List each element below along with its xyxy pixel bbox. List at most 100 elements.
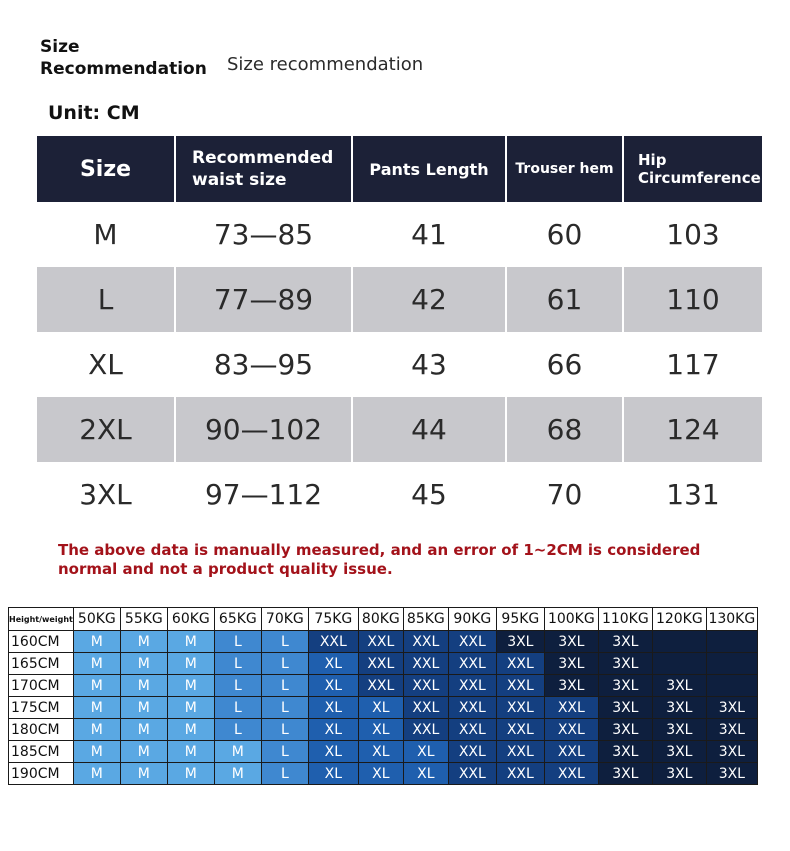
grid-cell: XXL [447, 652, 497, 675]
size-row: M 73—85 41 60 103 [35, 202, 764, 267]
title-line-2: Recommendation [40, 59, 207, 79]
size-row: 3XL 97—112 45 70 131 [35, 462, 764, 527]
header-size: Size [35, 136, 176, 202]
weight-header: 55KG [119, 607, 168, 631]
height-label: 170CM [8, 674, 74, 697]
grid-cell: XXL [495, 652, 545, 675]
pants-length-cell: 43 [351, 332, 507, 397]
waist-cell: 97—112 [174, 462, 353, 527]
pants-length-cell: 44 [351, 397, 507, 462]
grid-cell: XXL [402, 630, 449, 653]
grid-cell: M [72, 674, 121, 697]
weight-header: 70KG [260, 607, 309, 631]
grid-cell: L [213, 674, 262, 697]
grid-cell: XXL [357, 630, 404, 653]
weight-header: 60KG [166, 607, 215, 631]
grid-cell: 3XL [597, 762, 653, 785]
height-weight-grid: Height/weight 50KG 55KG 60KG 65KG 70KG 75KG 80K… [8, 607, 758, 785]
grid-cell: XL [307, 652, 359, 675]
grid-cell: XXL [495, 718, 545, 741]
size-chart-table: Size Recommended waist size Pants Length… [35, 136, 764, 527]
header-trouser-hem: Trouser hem [505, 136, 624, 202]
grid-cell: XXL [357, 674, 404, 697]
grid-cell: L [260, 762, 309, 785]
grid-cell: XXL [495, 696, 545, 719]
size-chart-header-row: Size Recommended waist size Pants Length… [35, 136, 764, 202]
grid-cell: XXL [402, 718, 449, 741]
hip-cell: 131 [622, 462, 764, 527]
grid-cell: 3XL [705, 740, 758, 763]
grid-cell: XL [307, 740, 359, 763]
grid-cell: M [72, 652, 121, 675]
grid-cell: 3XL [651, 740, 707, 763]
height-label: 190CM [8, 762, 74, 785]
weight-header: 75KG [307, 607, 359, 631]
grid-cell: L [213, 718, 262, 741]
trouser-hem-cell: 60 [505, 202, 624, 267]
grid-cell: M [213, 762, 262, 785]
grid-cell: L [260, 630, 309, 653]
trouser-hem-cell: 68 [505, 397, 624, 462]
page-subtitle: Size recommendation [227, 54, 424, 75]
grid-cell: L [213, 652, 262, 675]
grid-cell: XXL [495, 762, 545, 785]
grid-cell: M [119, 718, 168, 741]
grid-cell: M [166, 762, 215, 785]
grid-cell: M [119, 696, 168, 719]
hip-cell: 124 [622, 397, 764, 462]
grid-cell: M [166, 630, 215, 653]
weight-header: 90KG [447, 607, 497, 631]
grid-cell: XXL [447, 674, 497, 697]
grid-cell: 3XL [597, 652, 653, 675]
title-line-1: Size [40, 37, 80, 57]
pants-length-cell: 41 [351, 202, 507, 267]
height-label: 185CM [8, 740, 74, 763]
grid-cell: 3XL [597, 630, 653, 653]
grid-cell [705, 652, 758, 675]
grid-cell: M [72, 696, 121, 719]
grid-cell: XXL [402, 696, 449, 719]
grid-cell: 3XL [543, 630, 599, 653]
pants-length-cell: 45 [351, 462, 507, 527]
size-row: XL 83—95 43 66 117 [35, 332, 764, 397]
grid-cell: XXL [307, 630, 359, 653]
grid-cell: XL [307, 696, 359, 719]
grid-cell: M [166, 696, 215, 719]
grid-cell: 3XL [705, 718, 758, 741]
grid-cell: 3XL [543, 674, 599, 697]
grid-cell: XL [307, 718, 359, 741]
grid-cell: XL [307, 674, 359, 697]
size-row: 2XL 90—102 44 68 124 [35, 397, 764, 462]
grid-cell: L [213, 630, 262, 653]
grid-cell: 3XL [543, 652, 599, 675]
size-cell: XL [35, 332, 176, 397]
grid-cell: XXL [447, 696, 497, 719]
header-hip: Hip Circumference [622, 136, 764, 202]
height-label: 175CM [8, 696, 74, 719]
grid-cell: XL [357, 740, 404, 763]
trouser-hem-cell: 61 [505, 267, 624, 332]
weight-header: 65KG [213, 607, 262, 631]
grid-row: 180CM M M M L L XL XL XXL XXL XXL XXL 3XL 3XL 3XL [8, 718, 758, 741]
size-cell: 2XL [35, 397, 176, 462]
grid-cell [651, 630, 707, 653]
grid-cell: L [260, 718, 309, 741]
grid-cell: XXL [357, 652, 404, 675]
waist-cell: 90—102 [174, 397, 353, 462]
grid-cell: XL [357, 718, 404, 741]
grid-cell: 3XL [705, 762, 758, 785]
grid-cell: 3XL [651, 718, 707, 741]
grid-cell [705, 630, 758, 653]
grid-cell: XXL [402, 652, 449, 675]
grid-cell: XXL [447, 630, 497, 653]
unit-label: Unit: CM [48, 102, 140, 124]
grid-cell: L [213, 696, 262, 719]
grid-cell: 3XL [597, 740, 653, 763]
grid-cell: M [166, 652, 215, 675]
grid-cell: XXL [447, 740, 497, 763]
grid-cell: XXL [402, 674, 449, 697]
header-pants-length: Pants Length [351, 136, 507, 202]
weight-header: 80KG [357, 607, 404, 631]
weight-header: 100KG [543, 607, 599, 631]
grid-cell: XXL [543, 740, 599, 763]
